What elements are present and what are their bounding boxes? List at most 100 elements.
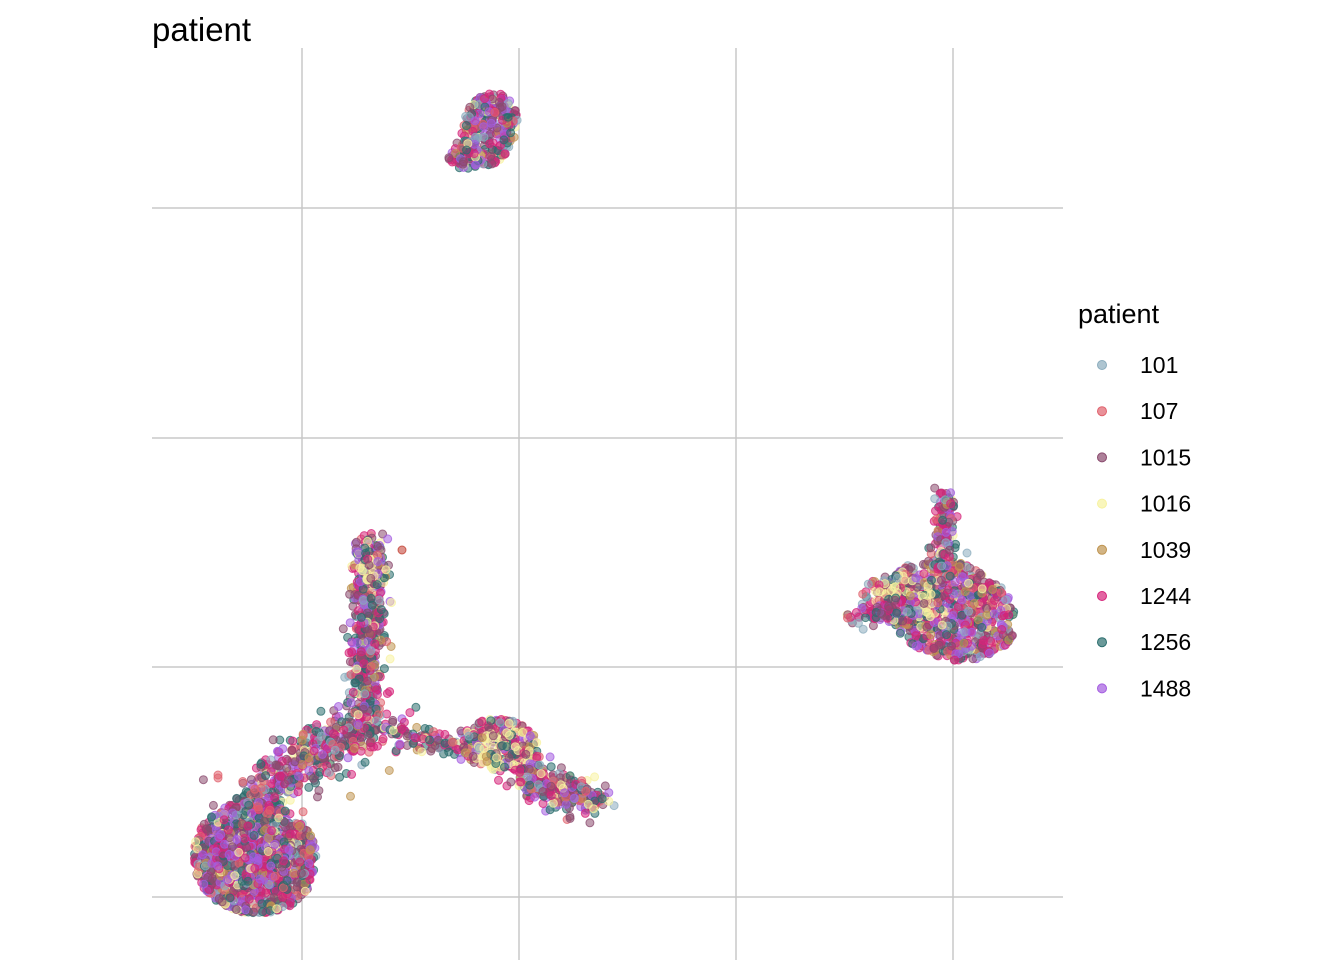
data-point	[946, 499, 956, 509]
data-point	[385, 654, 395, 664]
data-point	[300, 886, 310, 896]
data-point	[486, 151, 496, 161]
data-point	[330, 745, 340, 755]
data-point	[351, 537, 361, 547]
data-point	[535, 760, 545, 770]
data-point	[295, 857, 305, 867]
data-point	[225, 893, 235, 903]
data-point	[250, 863, 260, 873]
data-point	[298, 807, 308, 817]
data-point	[198, 775, 208, 785]
data-point	[266, 861, 276, 871]
data-point	[954, 649, 964, 659]
data-point	[270, 839, 280, 849]
data-point	[977, 584, 987, 594]
data-point	[600, 781, 610, 791]
data-point	[479, 744, 489, 754]
data-point	[518, 727, 528, 737]
data-point	[504, 753, 514, 763]
data-point	[941, 527, 951, 537]
data-point	[213, 861, 223, 871]
data-point	[353, 720, 363, 730]
data-point	[902, 607, 912, 617]
data-point	[258, 907, 268, 917]
legend-label-1244: 1244	[1140, 583, 1191, 609]
data-point	[305, 845, 315, 855]
data-point	[447, 737, 457, 747]
data-point	[858, 589, 868, 599]
data-point	[246, 775, 256, 785]
data-point	[465, 102, 475, 112]
data-point	[234, 847, 244, 857]
data-point	[356, 612, 366, 622]
data-point	[373, 557, 383, 566]
legend-swatch-1488	[1097, 683, 1107, 694]
data-point	[530, 792, 540, 802]
data-point	[387, 598, 396, 608]
data-point	[484, 722, 494, 732]
data-point	[345, 657, 355, 667]
data-point	[459, 157, 468, 167]
data-point	[346, 791, 355, 801]
data-point	[929, 643, 939, 653]
data-point	[345, 589, 355, 599]
data-point	[249, 830, 259, 840]
data-point	[219, 815, 229, 825]
data-point	[384, 766, 394, 775]
data-point	[468, 751, 478, 761]
data-point	[425, 735, 434, 745]
data-point	[548, 798, 558, 808]
data-point	[366, 661, 376, 671]
data-point	[292, 878, 302, 887]
data-point	[941, 538, 951, 548]
data-point	[214, 832, 224, 842]
data-point	[892, 608, 901, 618]
data-point	[372, 690, 382, 699]
legend-title: patient	[1078, 299, 1160, 329]
data-point	[875, 587, 885, 597]
legend-swatch-1015	[1097, 452, 1107, 463]
legend-label-1488: 1488	[1140, 675, 1191, 701]
data-point	[516, 777, 526, 787]
data-point	[367, 600, 377, 610]
data-point	[999, 610, 1009, 620]
data-point	[256, 783, 266, 793]
data-point	[960, 587, 970, 597]
data-point	[270, 871, 280, 881]
data-point	[559, 788, 569, 798]
data-point	[374, 595, 384, 605]
data-point	[249, 907, 258, 917]
legend-label-1256: 1256	[1140, 629, 1191, 655]
legend-swatch-107	[1097, 406, 1107, 417]
data-point	[532, 738, 542, 748]
data-point	[490, 107, 500, 117]
chart-title: patient	[152, 11, 251, 48]
data-point	[926, 630, 936, 640]
data-point	[283, 775, 293, 785]
data-point	[565, 813, 575, 823]
data-point	[967, 627, 977, 637]
data-point	[927, 575, 936, 585]
data-point	[388, 726, 398, 735]
data-point	[231, 905, 241, 914]
data-point	[937, 561, 947, 571]
data-point	[222, 875, 232, 885]
data-point	[945, 571, 955, 581]
legend-label-107: 107	[1140, 398, 1178, 424]
data-point	[515, 764, 525, 774]
data-point	[241, 905, 251, 915]
data-point	[278, 892, 288, 902]
data-point	[202, 824, 211, 834]
data-point	[402, 731, 412, 741]
data-point	[375, 588, 385, 598]
data-point	[440, 729, 450, 739]
data-point	[240, 833, 250, 843]
data-point	[395, 739, 405, 749]
data-point	[503, 112, 513, 122]
data-point	[930, 494, 940, 504]
data-point	[358, 595, 368, 605]
data-point	[223, 825, 233, 835]
data-point	[460, 748, 470, 758]
data-point	[198, 850, 208, 860]
